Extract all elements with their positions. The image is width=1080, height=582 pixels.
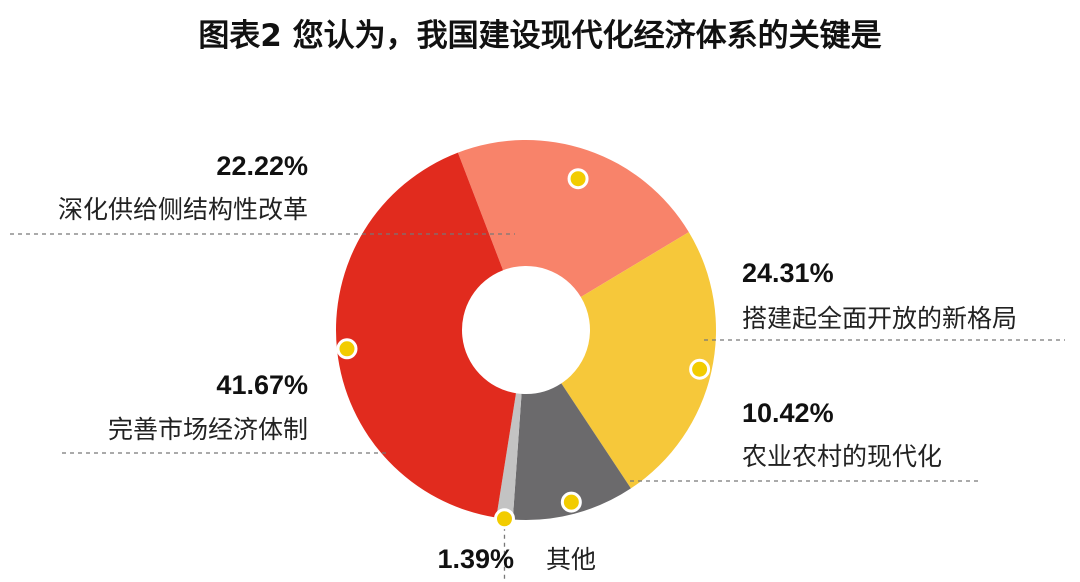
slice-2 [512,383,631,521]
slice-3 [496,393,522,520]
category-label-4: 完善市场经济体制 [108,415,308,444]
chart-title: 图表2 您认为，我国建设现代化经济体系的关键是 [198,18,882,54]
marker-dot-1 [689,358,711,380]
category-label-2: 农业农村的现代化 [742,442,942,471]
value-label-0: 22.22% [216,151,308,181]
slice-4 [336,152,516,518]
marker-dot-2 [560,491,582,513]
value-label-4: 41.67% [216,370,308,400]
category-label-3: 其他 [546,545,596,574]
marker-dot-4 [336,338,358,360]
category-label-1: 搭建起全面开放的新格局 [742,304,1017,333]
slice-1 [561,232,717,489]
slice-0 [457,140,689,298]
value-label-1: 24.31% [742,258,834,288]
category-label-0: 深化供给侧结构性改革 [58,195,308,224]
value-label-3: 1.39% [437,544,514,574]
marker-dot-3 [493,508,515,530]
marker-dot-0 [567,168,589,190]
value-label-2: 10.42% [742,398,834,428]
